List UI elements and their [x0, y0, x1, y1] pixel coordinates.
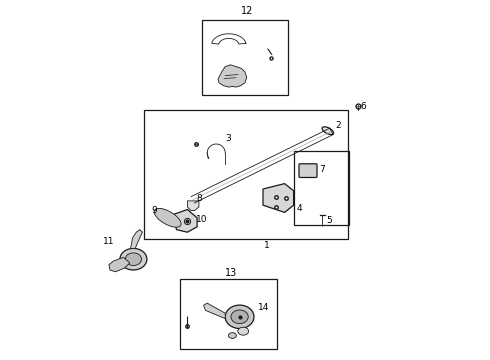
FancyBboxPatch shape [299, 164, 317, 177]
Ellipse shape [120, 248, 147, 270]
Polygon shape [187, 201, 199, 211]
Ellipse shape [238, 327, 248, 335]
Text: 14: 14 [258, 303, 269, 312]
Text: 12: 12 [242, 6, 254, 16]
Ellipse shape [322, 127, 334, 135]
Polygon shape [154, 208, 181, 227]
Text: 9: 9 [151, 206, 157, 215]
Polygon shape [174, 210, 197, 232]
Bar [202, 20, 288, 95]
Polygon shape [218, 65, 247, 87]
Text: 8: 8 [196, 194, 202, 202]
Text: 13: 13 [225, 267, 238, 278]
Bar [294, 151, 349, 225]
Bar [180, 279, 277, 349]
Ellipse shape [225, 305, 254, 328]
Text: 7: 7 [319, 165, 324, 174]
Text: 2: 2 [336, 121, 342, 130]
Ellipse shape [228, 333, 236, 338]
Polygon shape [130, 230, 143, 248]
Text: 10: 10 [196, 215, 207, 224]
Bar [144, 110, 347, 239]
Text: 4: 4 [296, 204, 302, 213]
Text: 5: 5 [326, 216, 332, 225]
Ellipse shape [125, 253, 142, 266]
Text: 6: 6 [360, 102, 366, 111]
Polygon shape [109, 257, 130, 272]
Text: 3: 3 [225, 134, 231, 143]
Text: 1: 1 [264, 242, 270, 251]
Ellipse shape [231, 310, 248, 324]
Polygon shape [263, 184, 294, 212]
Polygon shape [204, 303, 225, 319]
Text: 11: 11 [103, 237, 114, 246]
